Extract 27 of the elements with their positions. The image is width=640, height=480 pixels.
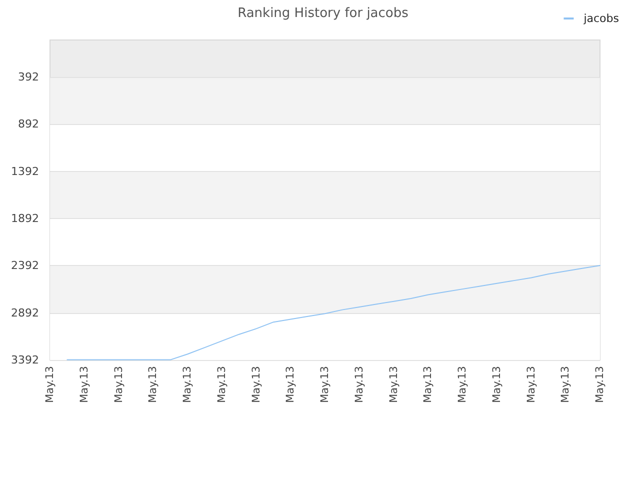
chart-title: Ranking History for jacobs [238,6,409,21]
y-tick-label: 2392 [11,259,39,272]
x-tick-label: May.13 [353,366,366,403]
line-series [66,264,600,360]
x-tick-label: May.13 [422,366,434,403]
x-tick-label: May.13 [319,366,331,403]
x-tick-label: May.13 [78,366,90,403]
x-tick-label: May.13 [147,366,160,403]
y-tick-label: 392 [18,70,39,84]
x-tick-label: May.13 [525,366,538,403]
x-tick-label: May.13 [112,366,125,403]
legend-label: jacobs [582,12,620,25]
y-tick-label: 3392 [11,354,39,366]
x-tick-label: May.13 [560,366,572,403]
x-tick-label: May.13 [594,366,606,403]
y-tick-label: 892 [18,118,39,131]
y-tick-label: 1392 [11,164,39,178]
x-tick-label: May.13 [456,366,468,403]
x-tick-label: May.13 [182,366,194,403]
x-tick-label: May.13 [284,366,297,403]
x-tick-label: May.13 [250,366,262,403]
x-tick-label: May.13 [490,366,503,403]
x-tick-label: May.13 [216,366,228,403]
x-tick-label: May.13 [388,366,400,403]
y-tick-label: 1892 [11,212,39,225]
y-tick-label: 2892 [11,306,39,320]
x-tick-label: May.13 [44,366,56,403]
